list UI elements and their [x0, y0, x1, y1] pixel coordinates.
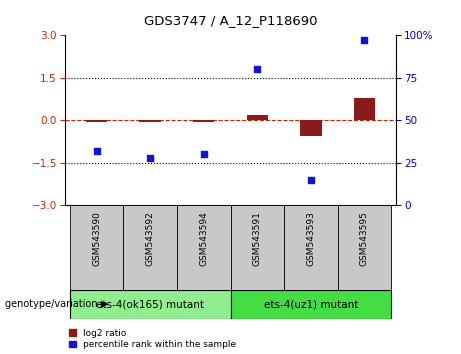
Text: GSM543593: GSM543593	[306, 211, 315, 266]
Text: GSM543595: GSM543595	[360, 211, 369, 266]
Point	[361, 38, 368, 43]
Text: GSM543594: GSM543594	[199, 211, 208, 266]
Text: GSM543590: GSM543590	[92, 211, 101, 266]
Bar	[193, 120, 214, 122]
Text: GDS3747 / A_12_P118690: GDS3747 / A_12_P118690	[144, 13, 317, 27]
Text: genotype/variation ▶: genotype/variation ▶	[5, 299, 108, 309]
Bar	[337, 205, 391, 290]
Bar	[300, 120, 321, 136]
Text: ets-4(uz1) mutant: ets-4(uz1) mutant	[264, 299, 358, 309]
Text: ets-4(ok165) mutant: ets-4(ok165) mutant	[96, 299, 204, 309]
Legend: log2 ratio, percentile rank within the sample: log2 ratio, percentile rank within the s…	[69, 329, 236, 349]
Bar	[140, 120, 161, 122]
Bar	[247, 115, 268, 120]
Point	[254, 67, 261, 72]
Bar	[284, 205, 337, 290]
Point	[200, 152, 207, 157]
Point	[93, 148, 100, 154]
Bar	[124, 205, 177, 290]
Text: GSM543591: GSM543591	[253, 211, 262, 266]
Text: GSM543592: GSM543592	[146, 211, 155, 266]
Point	[147, 155, 154, 161]
Bar	[177, 205, 230, 290]
Point	[307, 177, 314, 183]
Bar	[86, 120, 107, 122]
Bar	[70, 205, 124, 290]
Bar	[70, 290, 230, 319]
Bar	[230, 205, 284, 290]
Bar	[354, 98, 375, 120]
Bar	[230, 290, 391, 319]
